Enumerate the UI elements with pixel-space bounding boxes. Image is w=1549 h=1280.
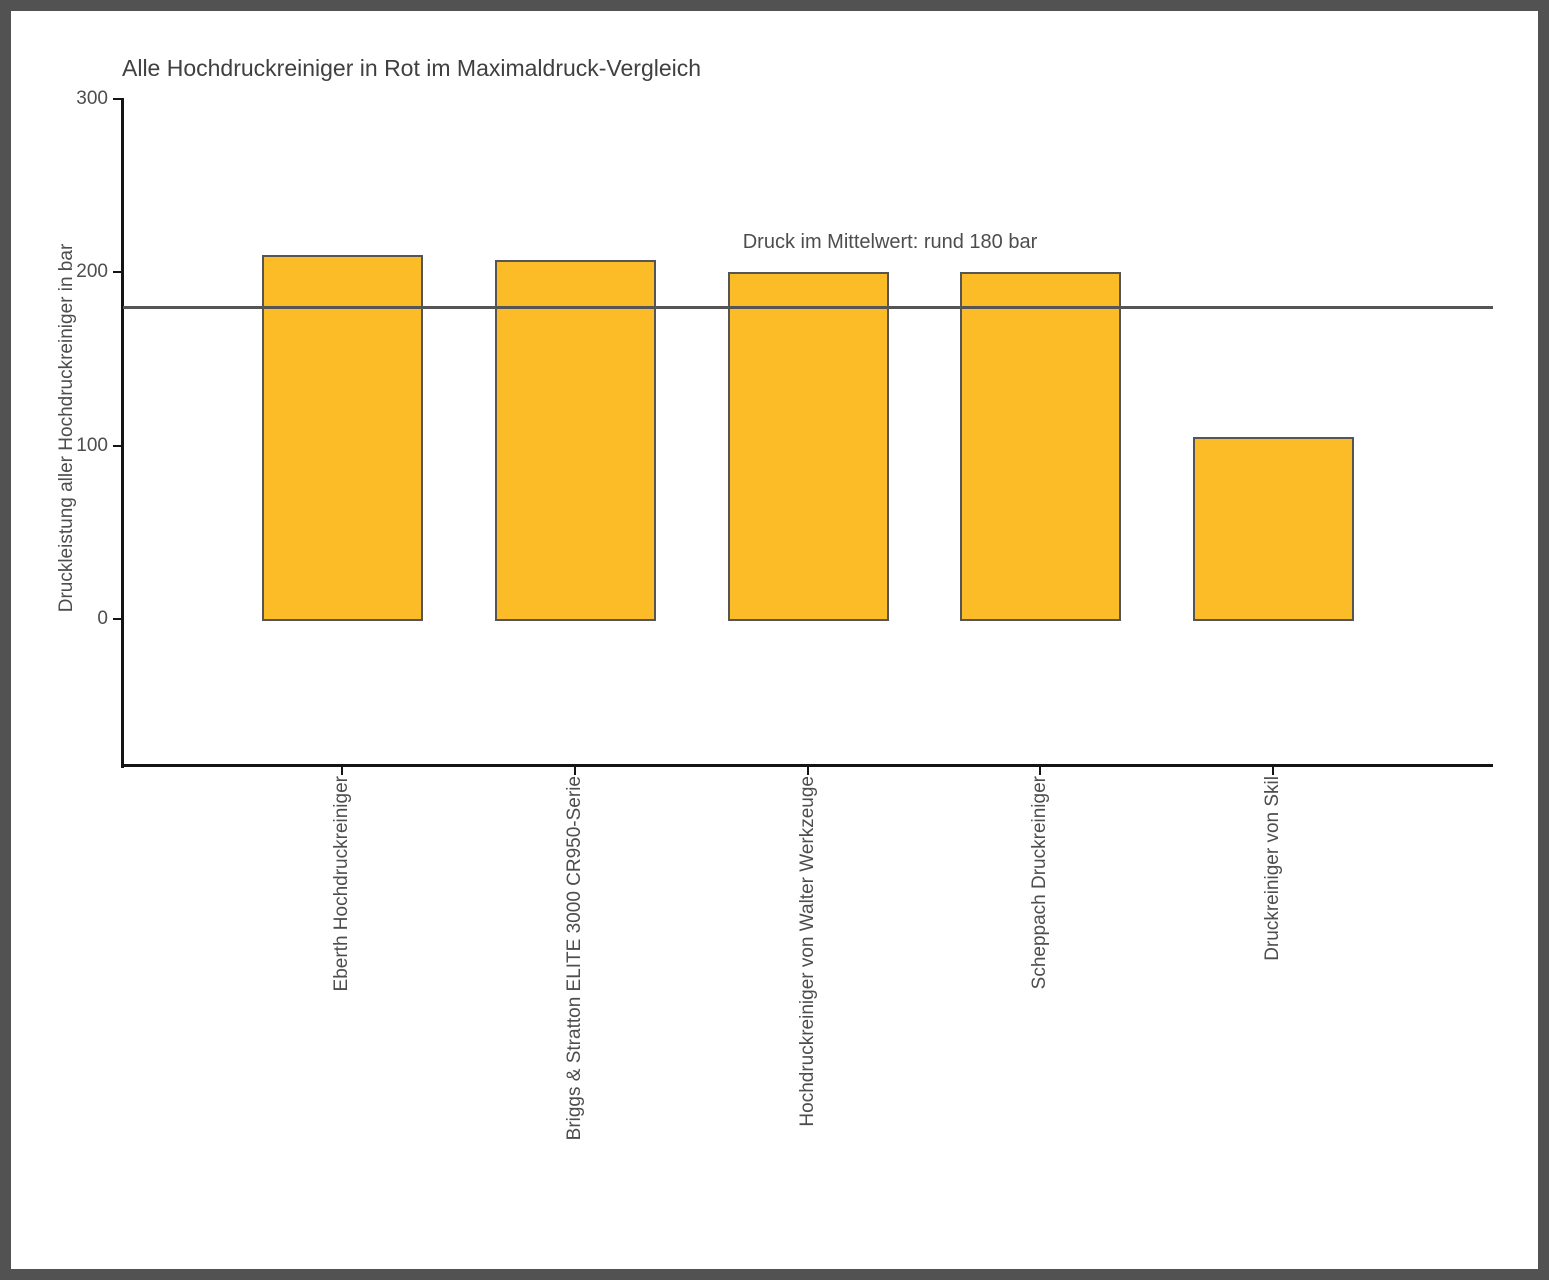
bar-2 <box>495 260 656 621</box>
y-tick-label: 300 <box>76 88 108 109</box>
x-tick-mark <box>1039 767 1041 775</box>
mean-line <box>123 306 1493 309</box>
x-category-label: Eberth Hochdruckreiniger <box>331 776 352 992</box>
x-tick-mark <box>341 767 343 775</box>
bar-1 <box>262 255 423 621</box>
mean-line-annotation: Druck im Mittelwert: rund 180 bar <box>742 231 1038 253</box>
x-category-label: Druckreiniger von Skil <box>1262 776 1283 961</box>
x-tick-mark <box>1272 767 1274 775</box>
x-axis-line <box>121 764 1493 767</box>
y-tick-label: 0 <box>97 608 108 629</box>
y-tick-mark <box>113 98 121 100</box>
x-category-label: Scheppach Druckreiniger <box>1029 776 1050 990</box>
y-tick-label: 100 <box>76 435 108 456</box>
y-tick-label: 200 <box>76 261 108 282</box>
chart-title: Alle Hochdruckreiniger in Rot im Maximal… <box>122 55 702 81</box>
y-axis-line <box>121 98 124 768</box>
bar-4 <box>960 272 1121 621</box>
bar-3 <box>728 272 889 621</box>
y-tick-mark <box>113 271 121 273</box>
y-tick-mark <box>113 618 121 620</box>
bar-5 <box>1193 437 1354 621</box>
x-tick-mark <box>574 767 576 775</box>
x-category-label: Hochdruckreiniger von Walter Werkzeuge <box>797 776 818 1127</box>
x-tick-mark <box>807 767 809 775</box>
y-tick-mark <box>113 445 121 447</box>
x-category-label: Briggs & Stratton ELITE 3000 CR950-Serie <box>564 776 585 1141</box>
